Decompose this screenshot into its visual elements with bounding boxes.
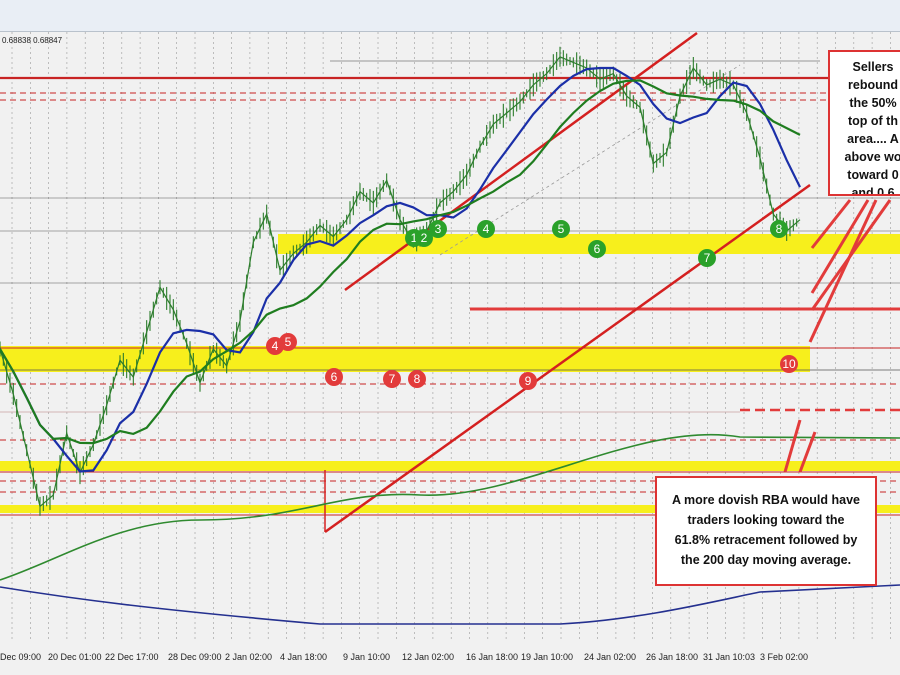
wave-marker-green-2 — [415, 229, 433, 247]
wave-marker-green-6 — [588, 240, 606, 258]
support-zone — [278, 234, 900, 254]
moving-average-long-blue — [0, 584, 900, 625]
wave-marker-label: 6 — [331, 370, 338, 384]
x-axis-tick-label: 24 Jan 02:00 — [584, 652, 636, 662]
x-axis-tick-label: Dec 09:00 — [0, 652, 41, 662]
annotation-arrow — [810, 199, 892, 311]
x-axis-tick-label: 12 Jan 02:00 — [402, 652, 454, 662]
support-zone — [0, 461, 900, 471]
wave-marker-label: 4 — [272, 339, 279, 353]
annotation-arrow — [810, 199, 870, 294]
sellers-annotation-box: Sellers rebound the 50% top of th area..… — [828, 50, 900, 196]
wave-marker-label: 3 — [435, 222, 442, 236]
wave-marker-green-3 — [429, 220, 447, 238]
x-axis-tick-label: 22 Dec 17:00 — [105, 652, 159, 662]
wave-marker-label: 2 — [421, 231, 428, 245]
wave-marker-red-7 — [383, 370, 401, 388]
support-zone — [0, 346, 810, 372]
wave-marker-label: 10 — [782, 357, 796, 371]
wave-marker-label: 6 — [594, 242, 601, 256]
annotation-arrow — [798, 431, 817, 473]
x-axis-tick-label: 2 Jan 02:00 — [225, 652, 272, 662]
wave-marker-red-8 — [408, 370, 426, 388]
wave-marker-label: 4 — [483, 222, 490, 236]
wave-marker-label: 8 — [776, 222, 783, 236]
moving-average-200-day — [0, 433, 900, 581]
wave-marker-green-7 — [698, 249, 716, 267]
x-axis-tick-label: 20 Dec 01:00 — [48, 652, 102, 662]
x-axis-tick-label: 16 Jan 18:00 — [466, 652, 518, 662]
x-axis-tick-label: 28 Dec 09:00 — [168, 652, 222, 662]
x-axis-tick-label: 31 Jan 10:03 — [703, 652, 755, 662]
annotation-arrow — [810, 199, 852, 249]
wave-marker-label: 7 — [704, 251, 711, 265]
wave-marker-label: 8 — [414, 372, 421, 386]
channel-upper-trendline — [344, 31, 698, 292]
x-axis-tick-label: 4 Jan 18:00 — [280, 652, 327, 662]
wave-marker-label: 5 — [285, 335, 292, 349]
moving-average-100-hour — [0, 66, 801, 473]
price-series-line — [0, 56, 801, 508]
wave-marker-label: 5 — [558, 222, 565, 236]
wave-marker-green-5 — [552, 220, 570, 238]
x-axis-tick-label: 3 Feb 02:00 — [760, 652, 808, 662]
wave-marker-label: 9 — [525, 374, 532, 388]
x-axis-tick-label: 26 Jan 18:00 — [646, 652, 698, 662]
moving-average-200-hour — [0, 79, 801, 445]
wave-marker-label: 1 — [411, 231, 418, 245]
wave-marker-label: 7 — [389, 372, 396, 386]
x-axis-tick-label: 9 Jan 10:00 — [343, 652, 390, 662]
wave-marker-red-10 — [780, 355, 798, 373]
chart-toolbar-strip — [0, 0, 900, 32]
wave-marker-green-8 — [770, 220, 788, 238]
x-axis-tick-label: 19 Jan 10:00 — [521, 652, 573, 662]
annotation-arrow — [808, 199, 878, 343]
rba-annotation-box: A more dovish RBA would have traders loo… — [655, 476, 877, 586]
wave-marker-red-9 — [519, 372, 537, 390]
annotation-arrow — [783, 419, 802, 473]
wave-marker-red-6 — [325, 368, 343, 386]
price-readout: 0.68838 0.68847 — [2, 36, 63, 45]
support-zone — [0, 505, 900, 513]
channel-lower-trendline — [324, 183, 811, 534]
wave-marker-green-4 — [477, 220, 495, 238]
wave-marker-red-5 — [279, 333, 297, 351]
